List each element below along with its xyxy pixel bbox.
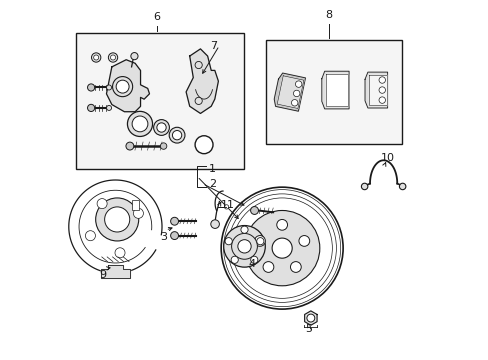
Circle shape: [244, 211, 319, 286]
Circle shape: [85, 231, 95, 241]
Circle shape: [250, 256, 257, 264]
Text: 3: 3: [160, 232, 167, 242]
Circle shape: [221, 187, 343, 309]
Circle shape: [361, 183, 367, 190]
Polygon shape: [186, 49, 218, 113]
Circle shape: [160, 143, 166, 149]
Circle shape: [91, 53, 101, 62]
Circle shape: [87, 104, 95, 112]
Circle shape: [108, 53, 118, 62]
Circle shape: [241, 226, 247, 233]
Circle shape: [290, 262, 301, 273]
Circle shape: [195, 136, 213, 154]
Polygon shape: [364, 72, 387, 108]
Text: 2: 2: [208, 179, 215, 189]
Circle shape: [132, 116, 147, 132]
Polygon shape: [101, 265, 129, 278]
Text: 8: 8: [325, 10, 332, 20]
Circle shape: [133, 208, 143, 219]
Circle shape: [276, 220, 287, 230]
Text: 6: 6: [153, 12, 160, 22]
Circle shape: [97, 199, 107, 209]
Bar: [76, 33, 244, 169]
Circle shape: [256, 238, 264, 245]
Circle shape: [94, 55, 99, 60]
Circle shape: [237, 240, 251, 253]
Circle shape: [195, 97, 202, 104]
Text: 1: 1: [208, 164, 215, 174]
Circle shape: [157, 123, 166, 132]
Polygon shape: [321, 71, 348, 109]
Circle shape: [116, 80, 129, 93]
Polygon shape: [106, 60, 149, 112]
Circle shape: [210, 220, 219, 228]
Circle shape: [250, 207, 258, 215]
Polygon shape: [274, 73, 305, 111]
Polygon shape: [368, 75, 386, 105]
Polygon shape: [277, 76, 303, 108]
Polygon shape: [325, 74, 347, 106]
Circle shape: [378, 97, 385, 103]
Circle shape: [169, 127, 184, 143]
Circle shape: [170, 217, 178, 225]
Circle shape: [295, 81, 301, 87]
Text: 4: 4: [247, 259, 255, 269]
Circle shape: [231, 233, 257, 259]
Circle shape: [271, 238, 292, 258]
Bar: [131, 201, 139, 211]
Circle shape: [224, 238, 232, 245]
Text: 5: 5: [305, 324, 312, 334]
Circle shape: [106, 105, 111, 111]
Polygon shape: [304, 311, 316, 325]
Text: 10: 10: [380, 153, 394, 163]
Circle shape: [254, 235, 265, 246]
Text: 11: 11: [221, 200, 235, 210]
Circle shape: [378, 87, 385, 93]
Circle shape: [298, 235, 309, 246]
Circle shape: [96, 198, 139, 241]
Circle shape: [170, 231, 178, 239]
Circle shape: [293, 90, 299, 97]
Circle shape: [223, 226, 265, 267]
Circle shape: [231, 256, 238, 264]
Circle shape: [87, 84, 95, 91]
Circle shape: [399, 183, 405, 190]
Circle shape: [104, 207, 129, 232]
Circle shape: [224, 205, 228, 209]
Circle shape: [106, 85, 111, 90]
Circle shape: [112, 77, 132, 96]
Bar: [265, 40, 402, 144]
Circle shape: [378, 77, 385, 83]
Circle shape: [291, 100, 297, 106]
Circle shape: [306, 314, 314, 322]
Circle shape: [115, 248, 125, 258]
Text: 7: 7: [210, 41, 217, 50]
Circle shape: [127, 111, 152, 136]
Circle shape: [172, 131, 182, 140]
Circle shape: [153, 120, 169, 135]
Text: 9: 9: [99, 270, 106, 280]
Circle shape: [126, 142, 134, 150]
Circle shape: [263, 262, 273, 273]
Circle shape: [110, 55, 115, 60]
Circle shape: [195, 62, 202, 69]
Circle shape: [131, 53, 138, 60]
